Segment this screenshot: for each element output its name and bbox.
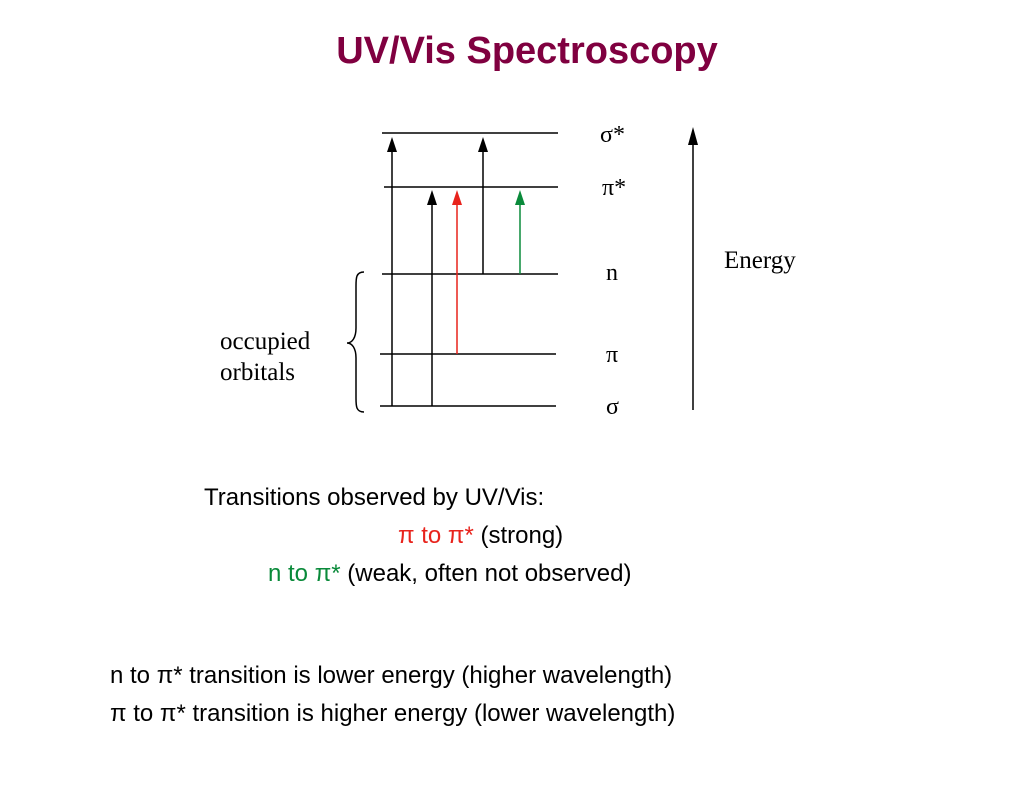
note-line-2: π to π* transition is higher energy (low… [110, 700, 676, 727]
page-title: UV/Vis Spectroscopy [336, 30, 718, 72]
arrow-head [478, 137, 488, 152]
transition-n-to-pi-star: n to π* (weak, often not observed) [268, 560, 631, 588]
label-pi-star: π* [602, 175, 626, 201]
transitions-heading: Transitions observed by UV/Vis: [204, 484, 545, 511]
note-line-1: n to π* transition is lower energy (high… [110, 662, 673, 689]
occupied-brace [346, 271, 365, 413]
label-pi: π [606, 342, 618, 368]
label-sigma-star: σ* [600, 122, 625, 148]
arrow-head [387, 137, 397, 152]
label-sigma: σ [606, 394, 619, 420]
transition-pi-to-pi-star: π to π* (strong) [398, 522, 563, 550]
transition-pi-to-pi-star-note: (strong) [473, 522, 564, 549]
brace-label-line2: orbitals [220, 359, 295, 386]
brace-label-line1: occupied [220, 328, 311, 355]
arrow-head [427, 190, 437, 205]
arrow-head [688, 127, 698, 145]
label-n: n [606, 260, 618, 286]
arrow-head [452, 190, 462, 205]
transition-n-to-pi-star-note: (weak, often not observed) [340, 560, 632, 587]
energy-label: Energy [724, 247, 796, 274]
arrow-head [515, 190, 525, 205]
transition-n-to-pi-star-label: n to π* [268, 560, 341, 587]
transition-pi-to-pi-star-label: π to π* [398, 522, 474, 549]
